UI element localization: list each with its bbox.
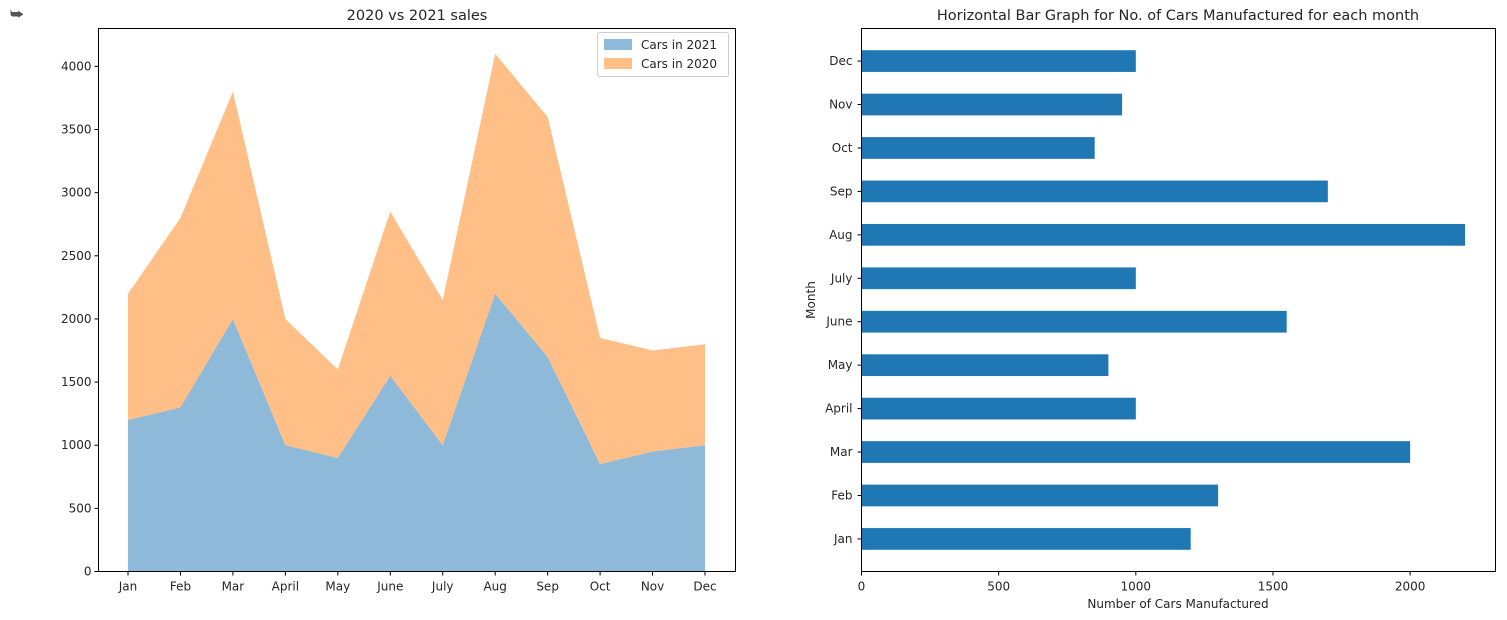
bar-may	[861, 354, 1109, 377]
area-chart-frame	[98, 28, 736, 572]
x-tick-label-july: July	[431, 580, 454, 594]
y-tick-label-mar: Mar	[830, 445, 853, 459]
legend-swatch-2021	[604, 39, 632, 50]
area-chart-legend: Cars in 2021 Cars in 2020	[597, 32, 729, 77]
y-tick-label-nov: Nov	[829, 98, 852, 112]
bar-dec	[861, 50, 1136, 72]
x-tick-label-june: June	[376, 580, 403, 594]
legend-label-2021: Cars in 2021	[641, 38, 717, 52]
bar-chart-title: Horizontal Bar Graph for No. of Cars Man…	[937, 8, 1419, 24]
bar-jan	[861, 528, 1191, 550]
output-arrow-icon: ⮩	[10, 5, 24, 23]
bar-june	[861, 310, 1287, 333]
area-series-cars-in-2021	[128, 293, 705, 572]
y-tick-label-may: May	[828, 358, 853, 372]
bar-chart-x-ticks: 0 500 1000 1500 2000	[858, 571, 1426, 594]
x-tick-label-aug: Aug	[483, 580, 506, 594]
area-chart-areas	[128, 53, 705, 572]
y-tick-label-oct: Oct	[832, 141, 853, 155]
bar-oct	[861, 137, 1095, 159]
area-chart-x-ticks: Jan Feb Mar April May June July Aug Sep Oct Nov Dec	[118, 571, 717, 594]
y-tick-label-april: April	[825, 402, 852, 416]
bar-feb	[861, 484, 1219, 507]
y-tick-label-aug: Aug	[829, 228, 852, 242]
y-tick-label: 3000	[61, 186, 92, 200]
y-tick-label: 500	[69, 501, 92, 515]
x-tick-label-jan: Jan	[118, 580, 138, 594]
x-tick-label: 0	[858, 580, 866, 594]
y-tick-label-feb: Feb	[831, 488, 852, 502]
bar-chart-x-axis-label: Number of Cars Manufactured	[1087, 597, 1268, 611]
y-tick-label: 0	[84, 565, 92, 579]
bar-july	[861, 267, 1136, 290]
x-tick-label: 500	[987, 580, 1010, 594]
y-tick-label: 2500	[61, 249, 92, 263]
bar-chart-y-ticks: Jan Feb Mar April May June July Aug Sep Oct Nov Dec	[825, 54, 862, 546]
bar-chart-y-axis-label: Month	[804, 281, 818, 319]
x-tick-label: 1000	[1121, 580, 1152, 594]
bar-chart-frame	[861, 28, 1496, 572]
legend-label-2020: Cars in 2020	[641, 57, 717, 71]
x-tick-label-feb: Feb	[170, 580, 191, 594]
x-tick-label-april: April	[272, 580, 299, 594]
area-series-cars-in-2020	[128, 53, 705, 465]
y-tick-label-dec: Dec	[829, 54, 852, 68]
x-tick-label-dec: Dec	[693, 580, 716, 594]
bar-nov	[861, 93, 1123, 116]
y-tick-label: 3500	[61, 123, 92, 137]
y-tick-label: 4000	[61, 59, 92, 73]
y-tick-label-july: July	[830, 271, 853, 285]
y-tick-label: 1500	[61, 375, 92, 389]
y-tick-label-june: June	[825, 315, 852, 329]
x-tick-label-oct: Oct	[590, 580, 611, 594]
x-tick-label: 2000	[1395, 580, 1426, 594]
bar-aug	[861, 223, 1465, 246]
y-tick-label-jan: Jan	[833, 532, 853, 546]
bar-chart: Horizontal Bar Graph for No. of Cars Man…	[804, 8, 1496, 611]
x-tick-label-nov: Nov	[641, 580, 664, 594]
x-tick-label-mar: Mar	[222, 580, 245, 594]
x-tick-label-may: May	[325, 580, 350, 594]
area-chart-y-ticks: 0 500 1000 1500 2000 2500 3000 3500 4000	[61, 59, 99, 579]
x-tick-label-sep: Sep	[536, 580, 559, 594]
bar-mar	[861, 441, 1411, 463]
y-tick-label: 2000	[61, 312, 92, 326]
legend-swatch-2020	[604, 58, 632, 69]
area-chart-title: 2020 vs 2021 sales	[347, 8, 488, 24]
bar-april	[861, 397, 1136, 420]
x-tick-label: 1500	[1258, 580, 1289, 594]
y-tick-label-sep: Sep	[830, 184, 853, 198]
bar-sep	[861, 180, 1328, 203]
bar-chart-bars	[861, 50, 1465, 550]
area-chart: 2020 vs 2021 sales 0 500 1000 1500 2000 2500 3…	[61, 8, 736, 594]
y-tick-label: 1000	[61, 438, 92, 452]
